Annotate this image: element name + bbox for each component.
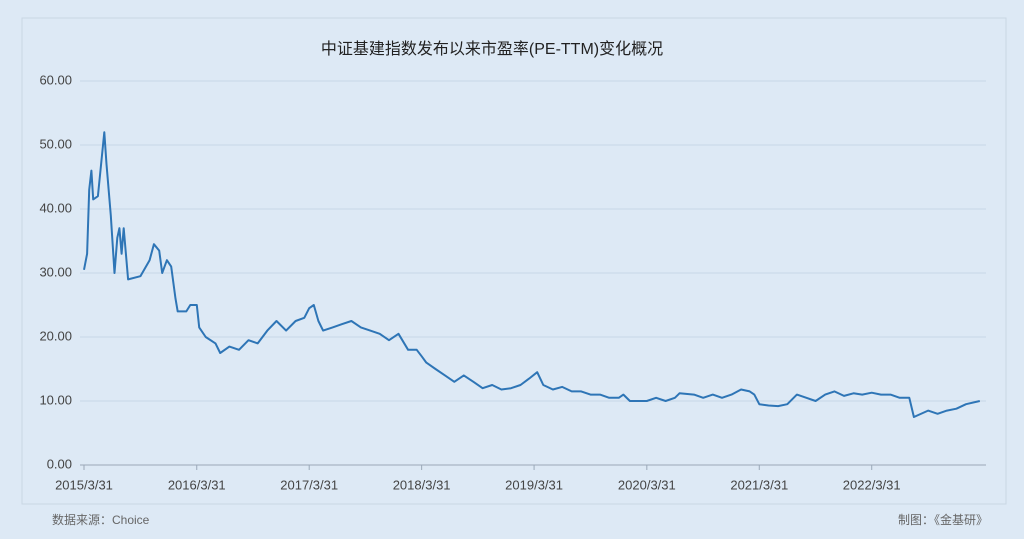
x-tick-label: 2015/3/31 bbox=[55, 477, 113, 492]
x-tick-label: 2017/3/31 bbox=[280, 477, 338, 492]
y-tick-label: 40.00 bbox=[39, 200, 72, 215]
credit: 制图：《金基研》 bbox=[898, 512, 988, 527]
y-tick-label: 10.00 bbox=[39, 392, 72, 407]
y-tick-label: 50.00 bbox=[39, 136, 72, 151]
x-tick-label: 2018/3/31 bbox=[393, 477, 451, 492]
chart-title: 中证基建指数发布以来市盈率(PE-TTM)变化概况 bbox=[321, 40, 663, 58]
x-tick-label: 2021/3/31 bbox=[730, 477, 788, 492]
y-tick-label: 60.00 bbox=[39, 72, 72, 87]
source: 数据来源：Choice bbox=[52, 512, 150, 527]
y-tick-label: 30.00 bbox=[39, 264, 72, 279]
x-tick-label: 2019/3/31 bbox=[505, 477, 563, 492]
data-line bbox=[83, 131, 981, 418]
x-tick-label: 2016/3/31 bbox=[168, 477, 226, 492]
x-tick-label: 2020/3/31 bbox=[618, 477, 676, 492]
chart-frame bbox=[21, 17, 1007, 505]
x-tick-label: 2022/3/31 bbox=[843, 477, 901, 492]
y-tick-label: 0.00 bbox=[47, 456, 72, 471]
y-tick-label: 20.00 bbox=[39, 328, 72, 343]
